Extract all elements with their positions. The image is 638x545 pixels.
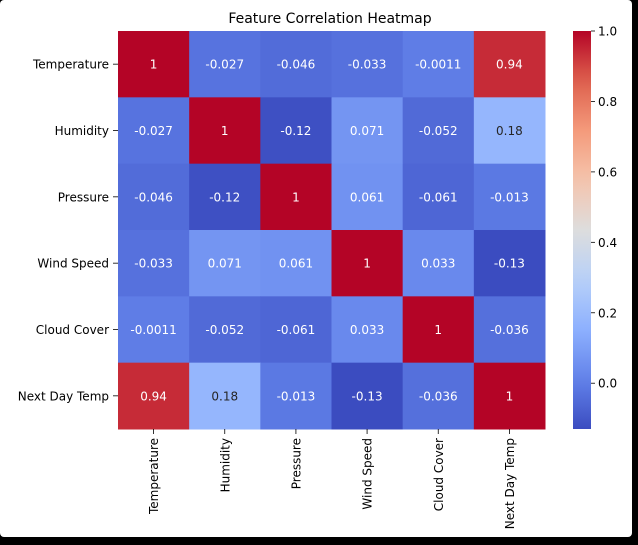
colorbar-tick-label: 0.2 xyxy=(598,306,617,320)
cell-annotation: -0.061 xyxy=(419,190,458,204)
cell-annotation: -0.052 xyxy=(419,124,458,138)
heatmap-cell xyxy=(260,362,332,430)
cell-annotation: 0.18 xyxy=(496,124,523,138)
heatmap-cell xyxy=(331,97,404,165)
cell-annotation: -0.13 xyxy=(352,389,383,403)
column-label: Humidity xyxy=(218,438,232,492)
heatmap-cell xyxy=(118,97,190,165)
row-label: Humidity xyxy=(55,124,109,138)
cell-annotation: 0.18 xyxy=(211,389,238,403)
heatmap-cells: 1 -0.027 -0.046 -0.033 -0.0011 0.94 -0.027 1 -0.… xyxy=(118,31,546,430)
colorbar-tick-label: 0.8 xyxy=(598,95,617,109)
colorbar: 1.0 0.8 0.6 0.4 0.2 0.0 xyxy=(573,25,617,429)
cell-annotation: 0.071 xyxy=(208,257,242,271)
heatmap-cell xyxy=(260,97,332,165)
heatmap-cell xyxy=(189,362,261,430)
heatmap-cell xyxy=(402,296,475,364)
cell-annotation: -0.046 xyxy=(277,58,316,72)
cell-annotation: 0.061 xyxy=(350,190,384,204)
row-label: Wind Speed xyxy=(37,257,109,271)
heatmap-cell xyxy=(473,97,546,165)
cell-annotation: 1 xyxy=(363,257,371,271)
cell-annotation: 1 xyxy=(292,190,300,204)
heatmap-cell xyxy=(473,163,546,231)
cell-annotation: -0.061 xyxy=(277,323,316,337)
row-label: Next Day Temp xyxy=(18,389,109,403)
colorbar-gradient xyxy=(573,31,591,429)
cell-annotation: -0.036 xyxy=(419,389,458,403)
column-label: Temperature xyxy=(147,438,161,515)
cell-annotation: -0.0011 xyxy=(415,58,461,72)
cell-annotation: -0.0011 xyxy=(130,323,176,337)
heatmap-cell xyxy=(473,362,546,430)
cell-annotation: 0.94 xyxy=(140,389,167,403)
colorbar-tick-label: 1.0 xyxy=(598,25,617,39)
row-label: Pressure xyxy=(58,190,109,204)
cell-annotation: -0.12 xyxy=(280,124,311,138)
cell-annotation: -0.033 xyxy=(348,58,387,72)
cell-annotation: -0.13 xyxy=(494,257,525,271)
heatmap-cell xyxy=(260,163,332,231)
heatmap-cell xyxy=(260,31,332,98)
heatmap-cell xyxy=(118,296,190,364)
cell-annotation: -0.033 xyxy=(134,257,173,271)
heatmap-cell xyxy=(118,31,190,98)
cell-annotation: 1 xyxy=(434,323,442,337)
column-label: Wind Speed xyxy=(361,438,375,510)
heatmap-cell xyxy=(402,362,475,430)
heatmap-cell xyxy=(402,97,475,165)
column-label: Pressure xyxy=(289,438,303,489)
cell-annotation: -0.036 xyxy=(490,323,529,337)
chart-frame: Feature Correlation Heatmap 1 -0.027 -0.04… xyxy=(0,0,632,537)
heatmap-cell xyxy=(331,31,404,98)
heatmap-cell xyxy=(331,296,404,364)
cell-annotation: 0.071 xyxy=(350,124,384,138)
cell-annotation: -0.12 xyxy=(209,190,240,204)
heatmap-cell xyxy=(189,230,261,297)
cell-annotation: -0.013 xyxy=(490,190,529,204)
heatmap-cell xyxy=(189,163,261,231)
cell-annotation: 0.061 xyxy=(279,257,313,271)
heatmap-cell xyxy=(402,163,475,231)
cell-annotation: -0.013 xyxy=(277,389,316,403)
heatmap-cell xyxy=(260,230,332,297)
heatmap-cell xyxy=(331,163,404,231)
colorbar-tick-label: 0.0 xyxy=(598,377,617,391)
heatmap-cell xyxy=(473,31,546,98)
cell-annotation: 1 xyxy=(221,124,229,138)
chart-title: Feature Correlation Heatmap xyxy=(228,11,431,27)
colorbar-tick-label: 0.6 xyxy=(598,165,617,179)
cell-annotation: -0.027 xyxy=(205,58,244,72)
heatmap-cell xyxy=(402,31,475,98)
cell-annotation: 0.033 xyxy=(350,323,384,337)
column-label: Cloud Cover xyxy=(432,438,446,511)
cell-annotation: -0.052 xyxy=(205,323,244,337)
heatmap-cell xyxy=(118,163,190,231)
heatmap-cell xyxy=(189,31,261,98)
heatmap-cell xyxy=(402,230,475,297)
heatmap-cell xyxy=(189,97,261,165)
heatmap-cell xyxy=(473,296,546,364)
cell-annotation: -0.027 xyxy=(134,124,173,138)
heatmap-cell xyxy=(473,230,546,297)
row-label: Temperature xyxy=(32,58,109,72)
heatmap-cell xyxy=(118,362,190,430)
column-label: Next Day Temp xyxy=(503,438,517,529)
cell-annotation: 0.94 xyxy=(496,58,523,72)
cell-annotation: 0.033 xyxy=(421,257,455,271)
heatmap-cell xyxy=(118,230,190,297)
correlation-heatmap: Feature Correlation Heatmap 1 -0.027 -0.04… xyxy=(18,11,617,529)
colorbar-tick-label: 0.4 xyxy=(598,236,617,250)
row-label: Cloud Cover xyxy=(36,323,109,337)
heatmap-cell xyxy=(189,296,261,364)
column-labels: Temperature Humidity Pressure Wind Speed Clo… xyxy=(147,429,517,529)
heatmap-cell xyxy=(331,362,404,430)
row-labels: Temperature Humidity Pressure Wind Speed Clo… xyxy=(18,58,118,403)
cell-annotation: -0.046 xyxy=(134,190,173,204)
cell-annotation: 1 xyxy=(150,58,158,72)
heatmap-cell xyxy=(260,296,332,364)
cell-annotation: 1 xyxy=(506,389,514,403)
heatmap-cell xyxy=(331,230,404,297)
